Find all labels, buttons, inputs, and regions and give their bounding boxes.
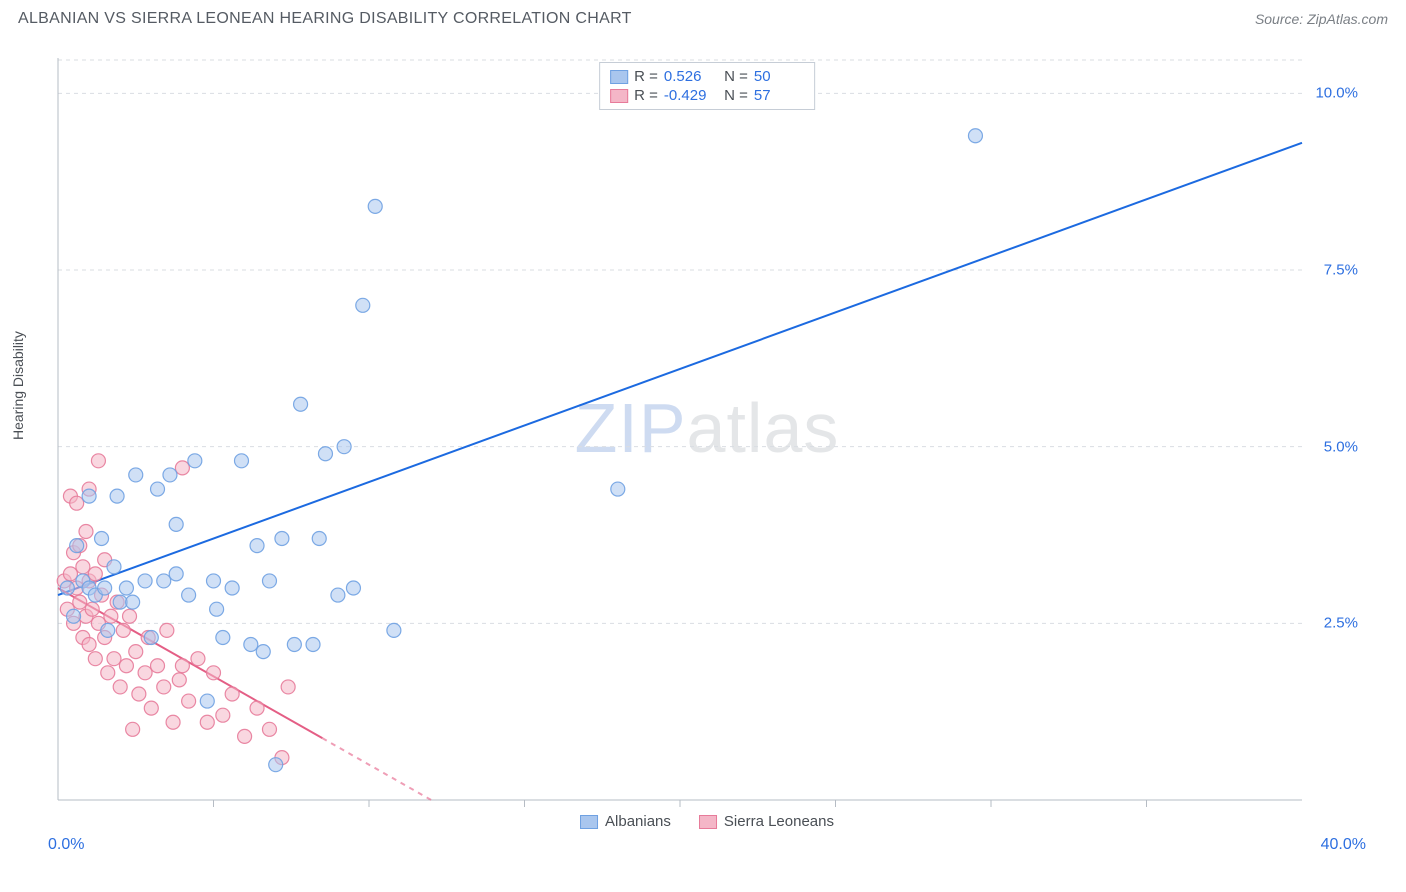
source-attribution: Source: ZipAtlas.com (1255, 11, 1388, 27)
y-axis-label: Hearing Disability (10, 331, 26, 440)
r-value-2: -0.429 (664, 87, 714, 104)
x-max-label: 40.0% (1321, 836, 1366, 854)
n-label: N = (720, 68, 748, 85)
legend-label-albanians: Albanians (605, 813, 671, 830)
stats-legend: R = 0.526 N = 50 R = -0.429 N = 57 (599, 62, 815, 110)
legend-item-sierra: Sierra Leoneans (699, 813, 834, 830)
y-tick-label: 5.0% (1324, 438, 1358, 455)
r-value-1: 0.526 (664, 68, 714, 85)
legend-label-sierra: Sierra Leoneans (724, 813, 834, 830)
y-tick-label: 7.5% (1324, 262, 1358, 279)
chart-svg (52, 58, 1362, 828)
n-value-2: 57 (754, 87, 804, 104)
chart-title: ALBANIAN VS SIERRA LEONEAN HEARING DISAB… (18, 10, 632, 28)
legend-swatch-albanians (580, 815, 598, 829)
r-label: R = (634, 87, 658, 104)
y-tick-label: 10.0% (1315, 85, 1358, 102)
plot-area: ZIPatlas R = 0.526 N = 50 R = -0.429 N =… (52, 58, 1362, 828)
stats-swatch-1 (610, 70, 628, 84)
legend-item-albanians: Albanians (580, 813, 671, 830)
chart-container: Hearing Disability ZIPatlas R = 0.526 N … (18, 40, 1388, 880)
stats-row-1: R = 0.526 N = 50 (610, 67, 804, 86)
r-label: R = (634, 68, 658, 85)
stats-swatch-2 (610, 89, 628, 103)
legend-swatch-sierra (699, 815, 717, 829)
x-origin-label: 0.0% (48, 836, 84, 854)
n-value-1: 50 (754, 68, 804, 85)
n-label: N = (720, 87, 748, 104)
y-tick-label: 2.5% (1324, 615, 1358, 632)
stats-row-2: R = -0.429 N = 57 (610, 86, 804, 105)
series-legend: Albanians Sierra Leoneans (580, 813, 834, 830)
